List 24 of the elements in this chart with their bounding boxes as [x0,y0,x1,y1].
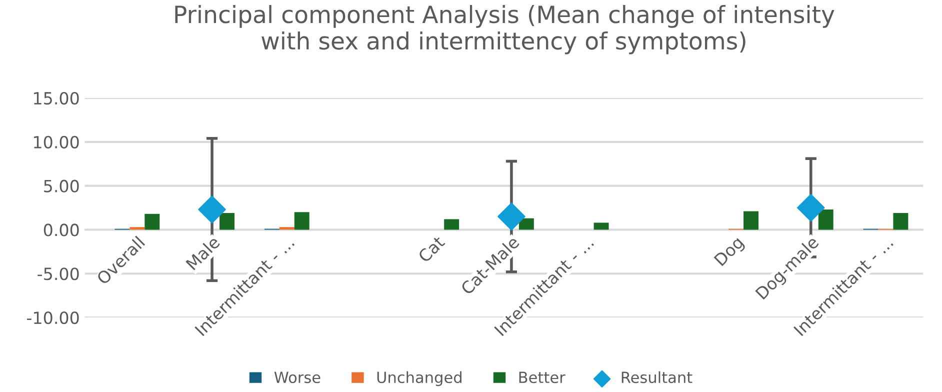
bar [144,214,160,230]
x-tick-label: Dog [714,236,746,269]
bar [818,210,834,230]
y-tick-label: -5.00 [38,268,79,280]
bar [444,219,460,230]
bar [294,212,310,230]
x-tick-label: Cat [417,235,446,264]
legend-label: Resultant [622,371,692,384]
chart-title: Principal component Analysis (Mean change of intensity with sex and intermittency of symptoms) [175,5,834,54]
bar [594,222,609,230]
legend-label: Better [519,372,566,384]
bar [279,227,294,230]
legend-label: Unchanged [377,371,462,386]
bar [518,218,534,230]
y-tick-label: 15.00 [34,92,79,105]
legend-label: Worse [274,372,320,384]
y-tick-label: 5.00 [44,180,79,192]
y-tick-label: 10.00 [34,136,79,148]
bar [893,213,908,230]
bar [220,213,234,230]
bar [744,211,758,230]
y-tick-label: -10.00 [27,311,79,324]
y-tick-label: 0.00 [44,224,79,236]
bar [130,227,145,230]
